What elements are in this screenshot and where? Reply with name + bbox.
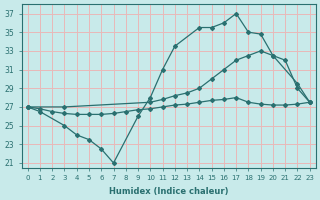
X-axis label: Humidex (Indice chaleur): Humidex (Indice chaleur)	[109, 187, 228, 196]
